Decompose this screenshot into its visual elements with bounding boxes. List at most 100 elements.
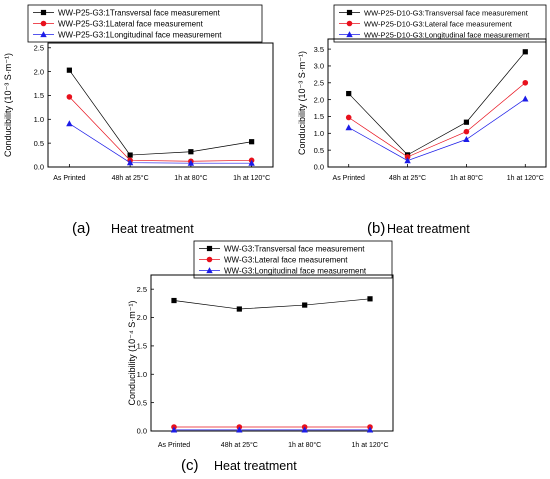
y-tick-label: 0.0 (137, 427, 147, 436)
series-line (348, 98, 526, 161)
y-tick-label: 0.5 (314, 146, 324, 155)
x-tick-label: 1h at 80°C (288, 441, 321, 449)
data-point (366, 426, 374, 433)
chart-panel-3: WW-G3:Transversal face measurement WW-G3:… (127, 240, 394, 474)
series-1 (66, 67, 255, 158)
legend-label: WW-P25-G3:1Longitudinal face measurement (58, 31, 222, 40)
data-point (302, 302, 308, 308)
y-tick-label: 0.0 (314, 163, 324, 172)
series-line (348, 51, 526, 156)
panel-label: (b) (367, 220, 385, 237)
legend-marker (206, 256, 213, 263)
y-tick-label: 1.5 (314, 112, 324, 121)
x-tick-label: 48h at 25°C (389, 174, 426, 182)
series-1 (171, 296, 373, 312)
y-tick-label: 0.5 (34, 139, 44, 148)
y-tick-label: 1.0 (34, 115, 44, 124)
legend-marker (40, 9, 47, 16)
data-point (170, 426, 178, 433)
legend-marker (346, 31, 353, 38)
x-tick-label: 1h at 120°C (233, 174, 270, 182)
x-axis-label: Heat treatment (387, 222, 470, 236)
x-axis-label: Heat treatment (214, 459, 297, 473)
series-line (348, 82, 526, 158)
legend-label: WW-G3:Transversal face measurement (224, 245, 365, 254)
legend-marker (206, 245, 213, 252)
legend-label: WW-P25-G3:1Lateral face measurement (58, 20, 204, 29)
data-point (345, 124, 352, 131)
legend-marker (346, 9, 353, 16)
legend-box (333, 4, 547, 43)
data-point (346, 90, 352, 97)
data-point (345, 114, 352, 121)
plot-frame (150, 274, 394, 432)
data-point (463, 135, 470, 142)
legend: WW-G3:Transversal face measurement WW-G3:… (193, 240, 393, 279)
series-line (173, 298, 371, 310)
y-tick-label: 2.0 (314, 95, 324, 104)
y-tick-label: 0.5 (137, 398, 147, 407)
y-tick-label: 2.5 (34, 43, 44, 52)
series-line (69, 96, 252, 162)
y-tick-label: 1.5 (34, 91, 44, 100)
data-point (463, 128, 470, 135)
y-tick-label: 2.5 (314, 78, 324, 87)
data-point (66, 94, 73, 100)
data-point (522, 49, 528, 55)
data-point (301, 426, 308, 433)
x-tick-label: As Printed (53, 175, 85, 182)
legend-marker (40, 31, 47, 38)
series-2 (171, 424, 373, 430)
series-3 (345, 95, 529, 164)
legend-box (27, 4, 263, 43)
data-point (249, 139, 255, 145)
x-tick-label: 48h at 25°C (112, 174, 149, 182)
plot-frame (327, 38, 547, 168)
legend-label: WW-P25-D10-G3:Transversal face measureme… (364, 9, 529, 18)
chart-panel-2: WW-P25-D10-G3:Transversal face measureme… (297, 4, 547, 237)
plot-frame (47, 42, 274, 168)
series-2 (345, 79, 529, 160)
series-3 (170, 426, 374, 433)
data-point (404, 157, 411, 164)
legend-marker (206, 267, 213, 274)
x-tick-label: 1h at 80°C (450, 174, 483, 182)
series-line (69, 123, 252, 164)
legend-marker (346, 20, 353, 27)
y-tick-label: 3.5 (314, 45, 324, 54)
data-point (66, 120, 73, 127)
data-point (126, 159, 134, 166)
data-point (127, 152, 133, 158)
y-tick-label: 2.0 (34, 67, 44, 76)
panel-label: (c) (181, 457, 199, 474)
y-axis-label: Conducibility (10⁻³ S·m⁻¹) (3, 53, 13, 157)
x-tick-label: 48h at 25°C (221, 441, 258, 449)
x-tick-label: As Printed (158, 442, 190, 449)
y-tick-label: 3.0 (314, 62, 324, 71)
data-point (463, 119, 470, 125)
legend-marker (40, 20, 47, 27)
legend: WW-P25-D10-G3:Transversal face measureme… (333, 4, 547, 43)
y-tick-label: 1.0 (314, 129, 324, 138)
data-point (248, 159, 255, 166)
y-tick-label: 1.5 (137, 342, 147, 351)
chart-panel-1: WW-P25-G3:1Transversal face measurement W… (3, 4, 274, 237)
series-3 (66, 120, 255, 166)
data-point (367, 296, 373, 302)
x-tick-label: As Printed (333, 175, 365, 182)
x-tick-label: 1h at 120°C (507, 174, 544, 182)
y-axis-label: Conducibility (10⁻⁴ S·m⁻¹) (127, 301, 137, 406)
data-point (66, 67, 72, 73)
x-tick-label: 1h at 80°C (174, 174, 207, 182)
data-point (404, 154, 411, 160)
data-point (188, 149, 194, 155)
data-point (171, 297, 177, 304)
series-line (69, 69, 252, 156)
legend-label: WW-P25-D10-G3:Longitudinal face measurem… (364, 31, 530, 40)
panel-label: (a) (72, 220, 90, 237)
y-tick-label: 1.0 (137, 370, 147, 379)
legend-label: WW-P25-G3:1Transversal face measurement (58, 9, 221, 18)
x-tick-label: 1h at 120°C (351, 441, 388, 449)
y-axis-label: Conducibility (10⁻³ S·m⁻¹) (297, 51, 307, 155)
legend-label: WW-G3:Longitudinal face measurement (224, 267, 367, 276)
